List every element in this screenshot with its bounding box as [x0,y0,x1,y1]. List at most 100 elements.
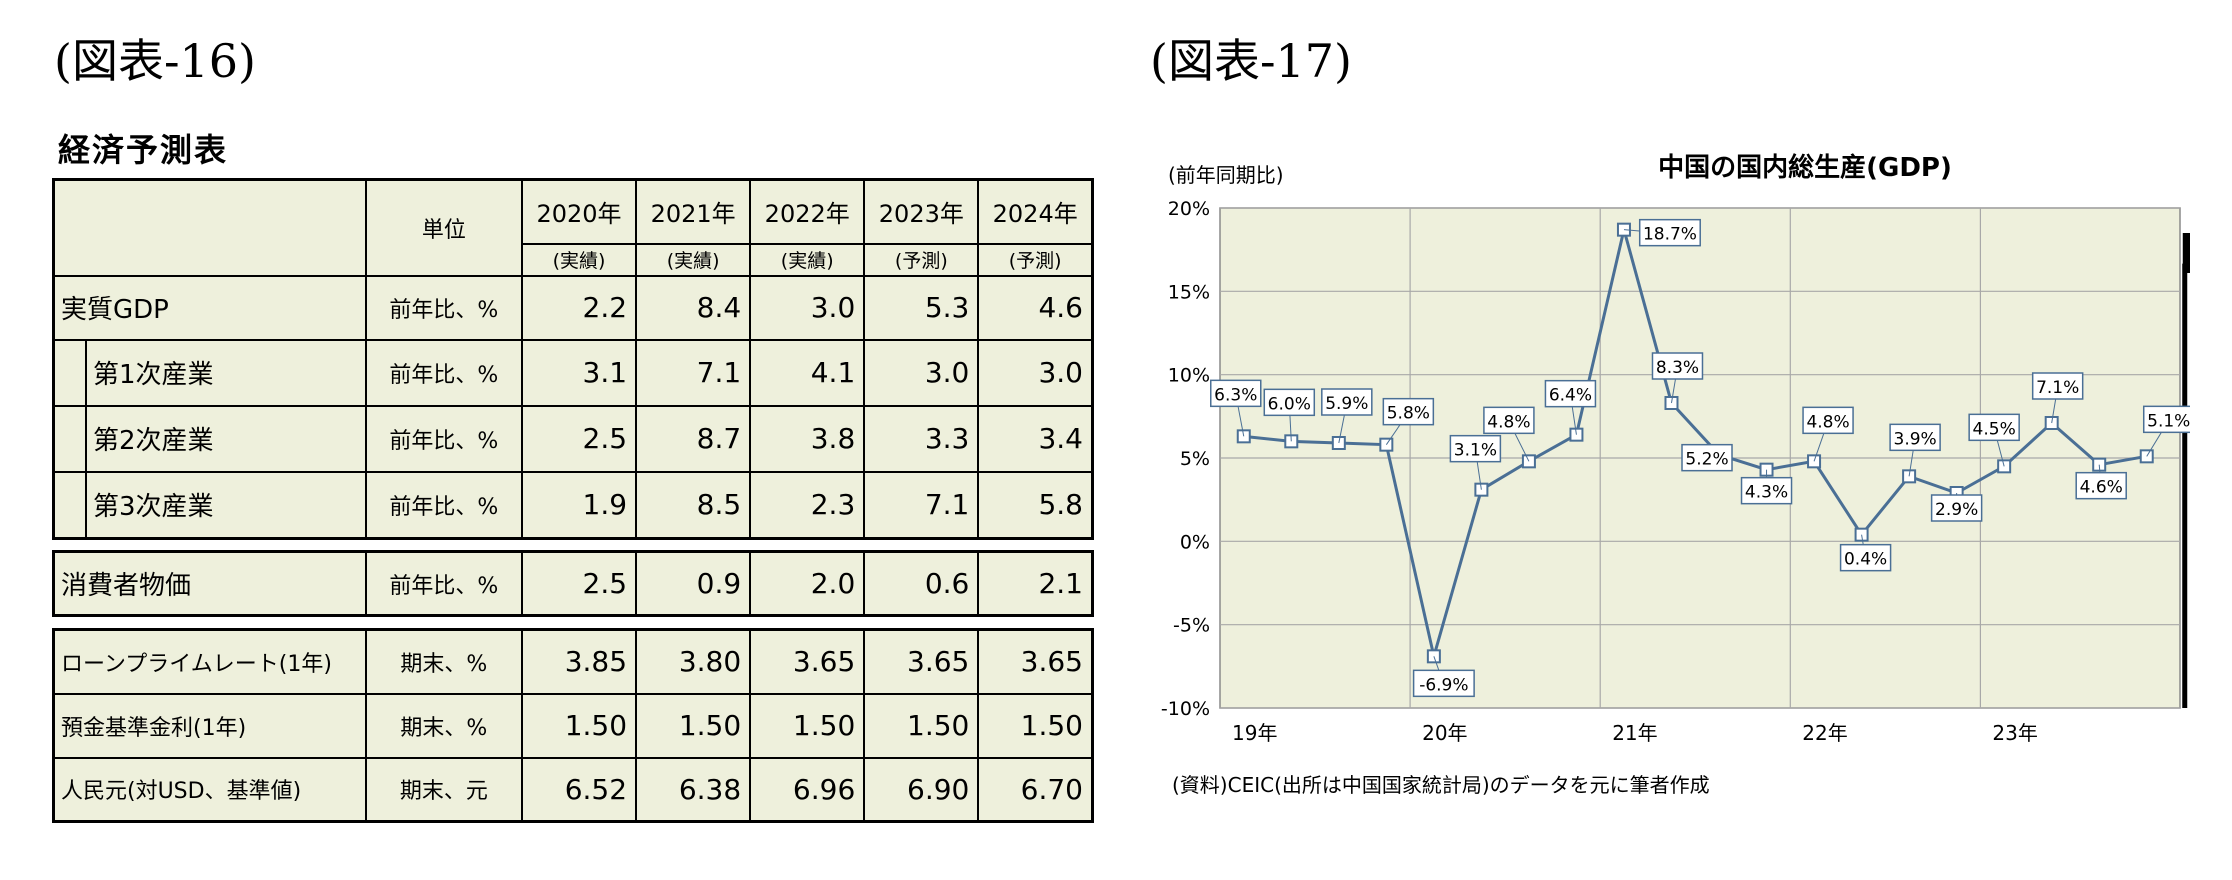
x-tick-label: 20年 [1422,721,1467,745]
row-unit: 期末、% [364,628,523,695]
row-value: 2.5 [520,550,638,617]
row-value: 3.65 [749,628,866,695]
data-label-box [1638,218,1701,247]
row-value: 3.0 [863,338,980,407]
y-tick-label: -5% [1173,615,1210,637]
row-value: 2.1 [977,550,1094,617]
figure-label-17: (図表-17) [1150,34,1352,88]
kind-header: (実績) [749,242,866,277]
forecast-banner [2182,233,2190,273]
row-label: 第1次産業 [93,360,214,390]
y-tick-label: 15% [1168,281,1210,303]
data-point [1854,527,1869,542]
table-row: 消費者物価 前年比、% 2.5 0.9 2.0 0.6 2.1 [52,550,1094,617]
row-value: 3.0 [749,274,866,341]
table-row: 預金基準金利(1年) 期末、% 1.50 1.50 1.50 1.50 1.50 [52,692,1094,759]
row-value: 3.65 [977,628,1094,695]
kind-header: (実績) [520,242,638,277]
row-value: 3.65 [863,628,980,695]
row-value: 4.6 [977,274,1094,341]
x-tick-label: 22年 [1802,721,1847,745]
data-label: 5.9% [1325,394,1368,414]
row-value: 4.1 [749,338,866,407]
row-unit: 期末、% [364,692,523,759]
data-label: 6.0% [1268,394,1311,414]
table-title: 経済予測表 [58,131,229,169]
data-label-box [1544,379,1597,408]
row-value: 7.1 [635,338,752,407]
table-row: 第1次産業 前年比、% 3.1 7.1 4.1 3.0 3.0 [52,338,1094,407]
data-label: 4.8% [1487,412,1530,432]
row-value: 6.96 [749,756,866,823]
row-value: 1.50 [749,692,866,759]
row-value: 2.5 [520,404,638,473]
data-label-box [2031,372,2084,400]
row-value: 1.50 [977,692,1094,759]
data-label: 4.3% [1745,483,1788,503]
row-value: 3.3 [863,404,980,473]
year-header: 2024年 [977,178,1094,245]
row-unit: 前年比、% [364,470,523,539]
row-value: 0.6 [863,550,980,617]
row-value: 1.50 [863,692,980,759]
data-label-box [1210,379,1262,408]
y-axis-label: (前年同期比) [1168,163,1284,187]
y-tick-label: 20% [1168,198,1210,220]
data-label: 4.5% [1973,419,2016,439]
row-unit: 前年比、% [364,550,523,617]
data-label-box [1263,388,1316,417]
row-value: 2.3 [749,470,866,539]
row-label: 実質GDP [52,274,367,341]
data-label: 0.4% [1844,550,1887,570]
x-tick-label: 21年 [1612,721,1657,745]
header-blank-cell [52,178,367,277]
x-tick-label: 23年 [1992,721,2037,745]
row-value: 3.0 [977,338,1094,407]
row-unit: 前年比、% [364,338,523,407]
data-point [1664,396,1679,410]
y-tick-label: 0% [1180,531,1210,553]
data-label: 5.1% [2147,411,2190,431]
y-tick-label: -10% [1161,698,1210,720]
row-value: 6.70 [977,756,1094,823]
row-value: 6.90 [863,756,980,823]
gdp-chart: 中国の国内総生産(GDP) (前年同期比) -10% -5% 0% 5% 10% 15% 20%… [1150,150,2190,810]
data-label: 6.3% [1214,385,1257,405]
x-tick-label: 19年 [1232,721,1277,745]
row-value: 3.80 [635,628,752,695]
data-label: 3.1% [1454,441,1497,461]
data-label-box [2075,471,2127,500]
row-value: 5.8 [977,470,1094,539]
data-point [2044,416,2059,430]
forecast-table-gdp: 単位 2020年 2021年 2022年 2023年 2024年 (実績) (実… [52,178,1094,540]
data-label-box [1412,669,1475,698]
year-header: 2023年 [863,178,980,245]
forecast-table-cpi: 消費者物価 前年比、% 2.5 0.9 2.0 0.6 2.1 [52,550,1094,617]
figure-label-16: (図表-16) [54,34,256,88]
table-row: ローンプライムレート(1年) 期末、% 3.85 3.80 3.65 3.65 … [52,628,1094,695]
row-value: 0.9 [635,550,752,617]
row-value: 3.8 [749,404,866,473]
y-tick-label: 5% [1180,448,1210,470]
year-header: 2021年 [635,178,752,245]
row-value: 3.4 [977,404,1094,473]
row-value: 8.7 [635,404,752,473]
row-label: ローンプライムレート(1年) [52,628,367,695]
data-label-box [1449,434,1502,463]
data-label-box [1382,397,1435,426]
row-value: 2.0 [749,550,866,617]
data-label: 3.9% [1894,429,1937,449]
data-label-box [2142,405,2190,434]
data-label-box [1889,423,1941,452]
data-label-box [1839,543,1892,572]
year-header: 2020年 [520,178,638,245]
y-tick-label: 10% [1168,365,1210,387]
forecast-table-financial: ローンプライムレート(1年) 期末、% 3.85 3.80 3.65 3.65 … [52,628,1094,823]
data-label-box [1740,476,1793,505]
data-label-box [1651,352,1704,380]
data-point [1807,454,1822,469]
row-value: 3.85 [520,628,638,695]
row-value: 5.3 [863,274,980,341]
data-label-box [1968,413,2020,442]
data-label: 4.8% [1806,412,1849,432]
